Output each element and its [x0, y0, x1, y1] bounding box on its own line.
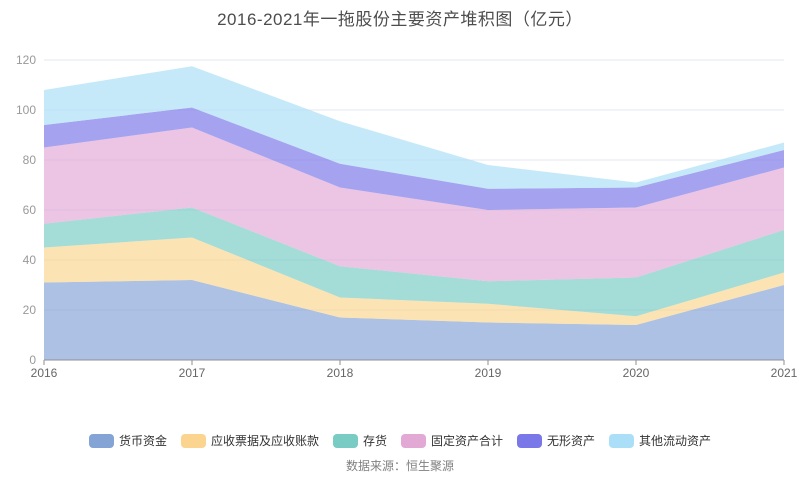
y-tick-label: 80	[23, 153, 37, 167]
legend-item-3[interactable]: 存货	[332, 432, 387, 449]
y-tick-label: 60	[23, 203, 37, 217]
legend-item-6[interactable]: 其他流动资产	[609, 432, 711, 449]
area-series-5[interactable]	[44, 107, 784, 211]
y-tick-label: 100	[16, 103, 36, 117]
area-series-6[interactable]	[44, 66, 784, 189]
legend-swatch	[517, 433, 543, 448]
legend-item-1[interactable]: 货币资金	[88, 432, 167, 449]
legend-item-2[interactable]: 应收票据及应收账款	[180, 432, 319, 449]
legend-swatch	[332, 433, 358, 448]
legend-item-4[interactable]: 固定资产合计	[401, 432, 503, 449]
x-tick-label: 2021	[771, 366, 798, 380]
legend-swatch	[609, 433, 635, 448]
x-tick-label: 2020	[623, 366, 650, 380]
legend-swatch	[180, 433, 206, 448]
area-series-group	[44, 66, 784, 360]
y-tick-label: 120	[16, 53, 36, 67]
source-note: 数据来源：恒生聚源	[345, 459, 454, 473]
x-tick-label: 2016	[31, 366, 58, 380]
x-tick-label: 2018	[327, 366, 354, 380]
legend-item-5[interactable]: 无形资产	[517, 432, 595, 449]
y-tick-label: 0	[29, 353, 36, 367]
x-tick-label: 2017	[179, 366, 206, 380]
legend-label: 应收票据及应收账款	[210, 434, 319, 448]
x-axis	[43, 359, 785, 365]
chart-title: 2016-2021年一拖股份主要资产堆积图（亿元）	[217, 10, 583, 29]
y-tick-label: 40	[23, 253, 37, 267]
area-series-2[interactable]	[44, 237, 784, 326]
legend-swatch	[88, 433, 114, 448]
area-series-4[interactable]	[44, 127, 784, 282]
legend-label: 无形资产	[547, 434, 596, 448]
legend-label: 存货	[362, 434, 387, 448]
legend: 货币资金 应收票据及应收账款 存货 固定资产合计 无形资产 其他流动资产	[0, 432, 800, 449]
legend-label: 其他流动资产	[639, 434, 712, 448]
legend-swatch	[401, 433, 426, 448]
legend-label: 货币资金	[118, 434, 167, 448]
stacked-area-chart: 0 20 40 60 80 100 120 2016 2017 2018 2019 2020 2021	[16, 53, 798, 380]
legend-label: 固定资产合计	[431, 434, 504, 448]
y-tick-label: 20	[23, 303, 37, 317]
area-series-3[interactable]	[44, 207, 784, 317]
x-tick-label: 2019	[475, 366, 502, 380]
